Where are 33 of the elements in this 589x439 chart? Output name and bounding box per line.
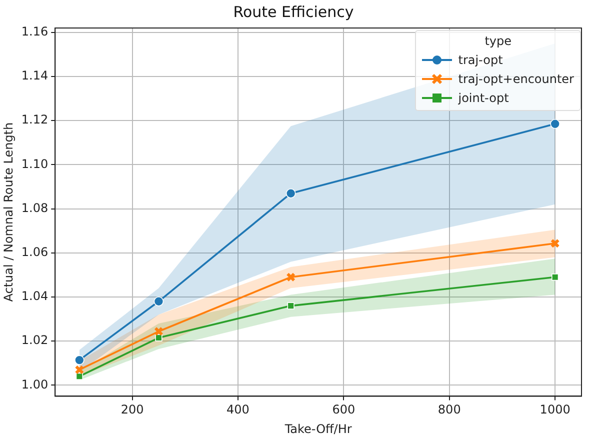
y-tick-label: 1.02 <box>21 333 48 348</box>
point <box>155 334 162 342</box>
point <box>287 302 294 310</box>
x-tick-label: 200 <box>120 402 144 417</box>
y-tick-label: 1.08 <box>21 200 48 215</box>
y-axis-title: Actual / Nomnal Route Length <box>1 122 16 302</box>
x-tick-label: 800 <box>438 402 461 417</box>
point <box>154 326 164 336</box>
y-tick-label: 1.00 <box>21 377 48 392</box>
x-tick-label: 400 <box>226 402 250 417</box>
point <box>76 372 84 380</box>
point <box>550 119 560 129</box>
y-tick-label: 1.10 <box>21 156 48 171</box>
legend-label: joint-opt <box>458 90 509 104</box>
x-tick-label: 600 <box>332 402 356 417</box>
point <box>550 238 560 248</box>
legend-label: traj-opt <box>458 52 503 66</box>
x-tick-label: 1000 <box>540 402 570 417</box>
point <box>74 365 84 374</box>
y-tick-label: 1.06 <box>21 245 48 260</box>
point <box>74 355 84 365</box>
legend-title: type <box>484 34 513 48</box>
y-tick-label: 1.12 <box>21 112 48 127</box>
point <box>286 188 296 198</box>
chart-title: Route Efficiency <box>233 2 354 21</box>
y-tick-label: 1.04 <box>21 289 48 304</box>
x-axis-title: Take-Off/Hr <box>284 422 352 436</box>
point <box>551 274 559 281</box>
point <box>154 296 164 306</box>
legend-label: traj-opt+encounter <box>458 72 574 86</box>
point <box>286 272 296 282</box>
y-tick-label: 1.14 <box>21 68 48 83</box>
y-tick-label: 1.16 <box>21 24 48 39</box>
